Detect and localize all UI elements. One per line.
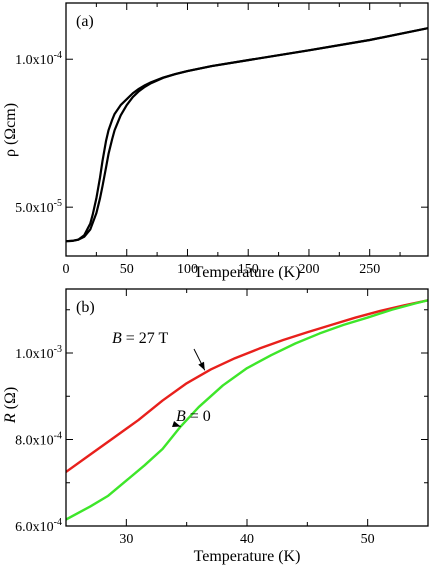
panel-a-y-tick-label: 1.0x10-4 [15, 50, 62, 68]
panel-b-x-tick-label: 40 [240, 532, 254, 547]
panel-a: 0 50 100 150 200 250 5.0x10-5 1.0x10-4 (a) Temp… [2, 2, 429, 281]
panel-b-annotation-arrowhead-1 [198, 361, 205, 371]
panel-b-y-tick-label: 6.0x10-4 [15, 517, 62, 535]
panel-a-x-tick-label: 150 [238, 262, 259, 277]
panel-b-annotation-1: B = 27 T [112, 330, 169, 347]
panel-b-y-tick-label: 1.0x10-3 [15, 344, 62, 362]
panel-b-y-axis-label: R (Ω) [2, 387, 19, 424]
panel-a-ticks [65, 3, 428, 256]
panel-b-ticks [65, 289, 429, 527]
panel-b-x-tick-label: 50 [361, 532, 375, 547]
panel-b-series-2-line [66, 299, 428, 521]
panel-a-series-2-line [66, 27, 428, 243]
panel-b: 30 40 50 6.0x10-4 8.0x10-4 1.0x10-3 (b) Tempe… [2, 288, 429, 565]
panel-a-x-tick-label: 0 [63, 262, 70, 277]
panel-a-x-tick-label: 250 [359, 262, 380, 277]
panel-a-x-axis-label: Temperature (K) [194, 264, 301, 281]
panel-b-annotation-2: B = 0 [176, 408, 211, 425]
panel-b-lines [66, 299, 428, 521]
panel-b-annotations: B = 27 T B = 0 [112, 330, 211, 428]
panel-b-label: (b) [76, 299, 95, 316]
panel-a-lines [66, 27, 428, 243]
panel-a-y-tick-label: 5.0x10-5 [15, 198, 62, 216]
panel-a-x-tick-label: 50 [120, 262, 134, 277]
panel-a-frame [65, 2, 429, 257]
panel-a-tick-labels: 0 50 100 150 200 250 5.0x10-5 1.0x10-4 [15, 50, 380, 277]
panel-b-y-tick-label: 8.0x10-4 [15, 431, 62, 449]
panel-a-x-tick-label: 100 [177, 262, 198, 277]
panel-a-x-tick-label: 200 [298, 262, 319, 277]
panel-a-y-axis-label: ρ (Ωcm) [2, 103, 19, 157]
panel-b-x-axis-label: Temperature (K) [194, 548, 301, 565]
panel-b-annotation-arrowhead-2 [172, 420, 181, 428]
panel-b-series-1-line [66, 299, 428, 474]
panel-a-label: (a) [76, 13, 94, 30]
panel-b-tick-labels: 30 40 50 6.0x10-4 8.0x10-4 1.0x10-3 [15, 344, 375, 547]
panel-b-frame [65, 288, 429, 527]
panel-b-x-tick-label: 30 [119, 532, 133, 547]
